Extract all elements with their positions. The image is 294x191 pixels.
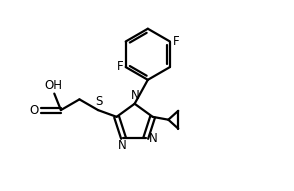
Text: N: N bbox=[149, 132, 158, 145]
Text: O: O bbox=[30, 104, 39, 117]
Text: F: F bbox=[117, 60, 123, 73]
Text: OH: OH bbox=[44, 79, 62, 92]
Text: N: N bbox=[118, 139, 126, 152]
Text: S: S bbox=[95, 96, 102, 108]
Text: F: F bbox=[172, 35, 179, 48]
Text: N: N bbox=[131, 89, 140, 102]
